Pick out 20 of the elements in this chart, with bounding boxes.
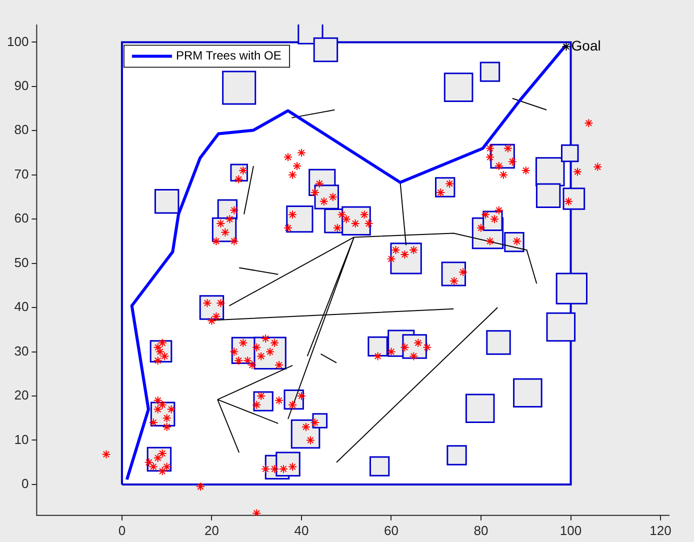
y-tick-label: 80 (14, 122, 29, 138)
y-tick-label: 90 (14, 78, 29, 93)
x-tick-label: 120 (650, 522, 672, 538)
y-tick-label: 20 (14, 388, 29, 403)
y-tick-label: 30 (14, 343, 29, 358)
x-tick-label: 40 (294, 522, 309, 538)
y-tick-label: 10 (14, 432, 29, 447)
y-tick-label: 100 (6, 34, 29, 49)
x-tick-label: 100 (560, 522, 582, 538)
annotation: Goal (571, 37, 601, 54)
x-tick-label: 80 (474, 522, 488, 538)
y-tick-label: 40 (14, 299, 29, 314)
y-tick-label: 70 (14, 166, 29, 182)
y-tick-label: 50 (14, 254, 29, 270)
x-tick-label: 0 (118, 522, 126, 538)
legend-label: PRM Trees with OE (176, 48, 282, 63)
y-tick-label: 0 (21, 476, 29, 492)
y-tick-label: 60 (14, 210, 29, 226)
x-tick-label: 60 (384, 522, 398, 538)
x-tick-label: 20 (204, 522, 219, 538)
